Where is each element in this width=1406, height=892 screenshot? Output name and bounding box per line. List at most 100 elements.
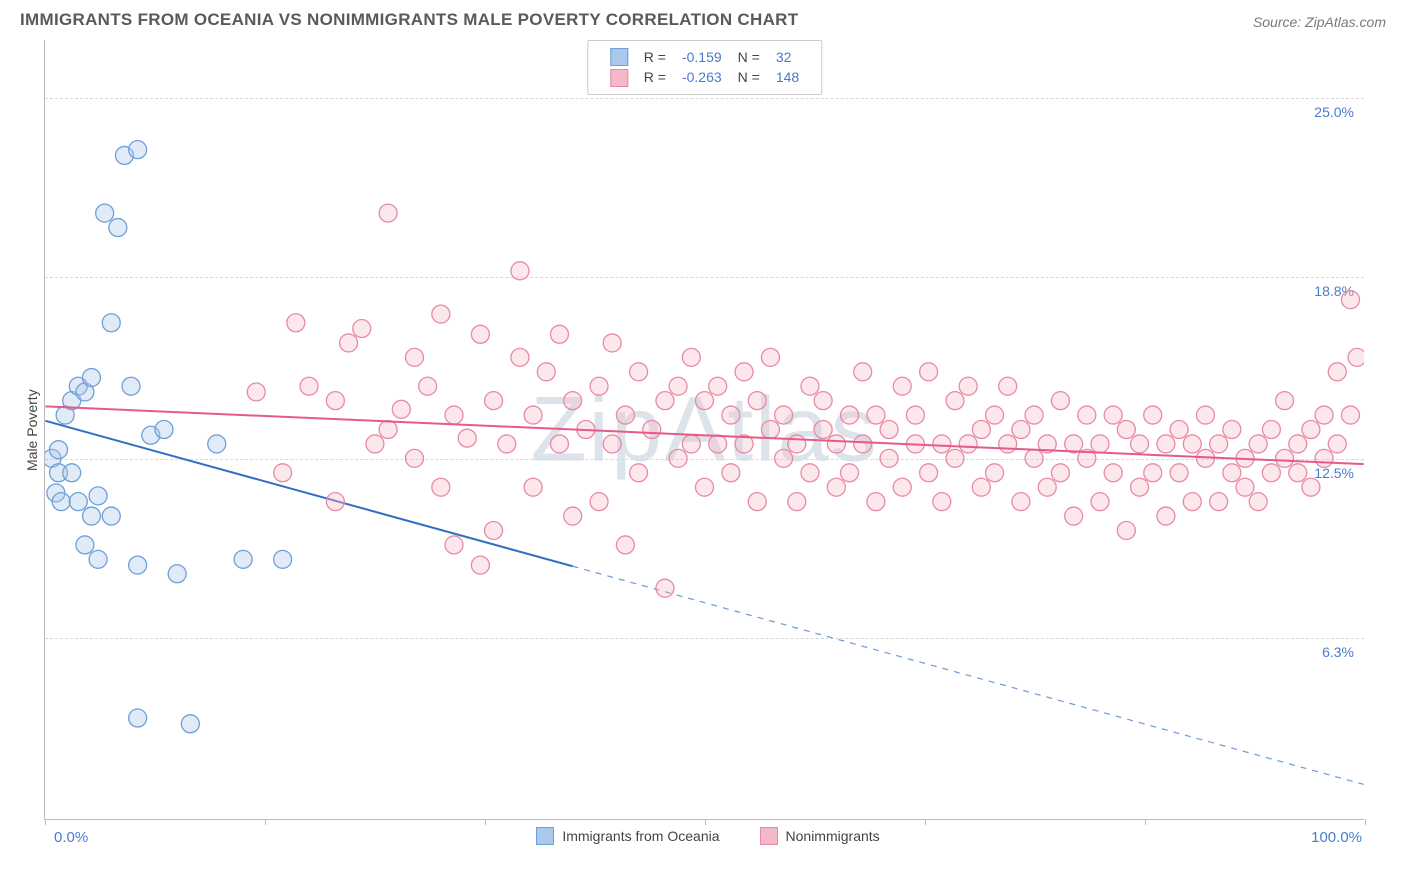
scatter-point [1117, 521, 1135, 539]
scatter-point [208, 435, 226, 453]
scatter-point [129, 709, 147, 727]
scatter-point [1341, 291, 1359, 309]
bottom-legend-label-1: Nonimmigrants [786, 828, 880, 844]
scatter-point [1038, 478, 1056, 496]
scatter-point [696, 478, 714, 496]
scatter-point [168, 565, 186, 583]
scatter-point [287, 314, 305, 332]
scatter-point [1302, 478, 1320, 496]
scatter-point [76, 536, 94, 554]
scatter-point [1302, 421, 1320, 439]
scatter-point [458, 429, 476, 447]
scatter-point [616, 536, 634, 554]
scatter-point [854, 363, 872, 381]
legend-row-series-0: R = -0.159 N = 32 [602, 47, 807, 67]
scatter-point [1104, 464, 1122, 482]
scatter-point [1144, 464, 1162, 482]
legend-r-label: R = [636, 67, 674, 87]
scatter-point [445, 536, 463, 554]
scatter-point [999, 435, 1017, 453]
scatter-point [1051, 464, 1069, 482]
scatter-point [933, 493, 951, 511]
scatter-point [603, 334, 621, 352]
scatter-point [1091, 435, 1109, 453]
scatter-point [920, 464, 938, 482]
scatter-point [485, 392, 503, 410]
scatter-point [1210, 493, 1228, 511]
x-tick [45, 819, 46, 825]
scatter-point [748, 493, 766, 511]
scatter-point [366, 435, 384, 453]
scatter-point [69, 493, 87, 511]
scatter-point [89, 550, 107, 568]
scatter-point [102, 507, 120, 525]
scatter-point [432, 478, 450, 496]
scatter-point [445, 406, 463, 424]
chart-header: IMMIGRANTS FROM OCEANIA VS NONIMMIGRANTS… [0, 0, 1406, 36]
scatter-point [471, 325, 489, 343]
scatter-point [1223, 464, 1241, 482]
scatter-point [1276, 392, 1294, 410]
scatter-point [788, 435, 806, 453]
scatter-point [1025, 449, 1043, 467]
scatter-point [814, 392, 832, 410]
scatter-point [405, 348, 423, 366]
scatter-point [564, 507, 582, 525]
x-axis-min-label: 0.0% [54, 829, 88, 846]
scatter-point [761, 421, 779, 439]
legend-swatch-0 [610, 48, 628, 66]
scatter-point [1157, 507, 1175, 525]
scatter-point [1131, 435, 1149, 453]
scatter-point [1249, 493, 1267, 511]
scatter-point [419, 377, 437, 395]
scatter-point [827, 435, 845, 453]
scatter-point [946, 392, 964, 410]
scatter-point [801, 464, 819, 482]
scatter-point [788, 493, 806, 511]
scatter-point [122, 377, 140, 395]
scatter-point [511, 348, 529, 366]
scatter-point [867, 493, 885, 511]
scatter-point [590, 377, 608, 395]
legend-n-value-0: 32 [768, 47, 807, 67]
scatter-point [1131, 478, 1149, 496]
scatter-point [801, 377, 819, 395]
scatter-point [775, 449, 793, 467]
bottom-legend-label-0: Immigrants from Oceania [562, 828, 719, 844]
scatter-point [1183, 435, 1201, 453]
scatter-point [616, 406, 634, 424]
scatter-point [129, 556, 147, 574]
scatter-point [709, 435, 727, 453]
correlation-legend: R = -0.159 N = 32 R = -0.263 N = 148 [587, 40, 822, 95]
scatter-point [353, 320, 371, 338]
legend-n-value-1: 148 [768, 67, 807, 87]
scatter-point [893, 377, 911, 395]
bottom-legend-item-0: Immigrants from Oceania [536, 827, 719, 845]
scatter-point [1051, 392, 1069, 410]
scatter-point [89, 487, 107, 505]
scatter-point [326, 493, 344, 511]
scatter-point [379, 421, 397, 439]
plot-area: ZipAtlas R = -0.159 N = 32 R = -0.263 N … [44, 40, 1364, 820]
scatter-point [247, 383, 265, 401]
scatter-point [814, 421, 832, 439]
scatter-point [300, 377, 318, 395]
scatter-point [379, 204, 397, 222]
scatter-point [511, 262, 529, 280]
scatter-point [656, 579, 674, 597]
scatter-point [1183, 493, 1201, 511]
bottom-legend-swatch-1 [760, 827, 778, 845]
scatter-point [841, 464, 859, 482]
chart-title: IMMIGRANTS FROM OCEANIA VS NONIMMIGRANTS… [20, 10, 798, 30]
scatter-point [1289, 435, 1307, 453]
scatter-point [52, 493, 70, 511]
scatter-point [1348, 348, 1364, 366]
scatter-point [1025, 406, 1043, 424]
scatter-point [1078, 406, 1096, 424]
scatter-point [986, 464, 1004, 482]
scatter-point [643, 421, 661, 439]
scatter-point [1315, 406, 1333, 424]
scatter-point [669, 377, 687, 395]
scatter-point [972, 421, 990, 439]
scatter-point [109, 219, 127, 237]
